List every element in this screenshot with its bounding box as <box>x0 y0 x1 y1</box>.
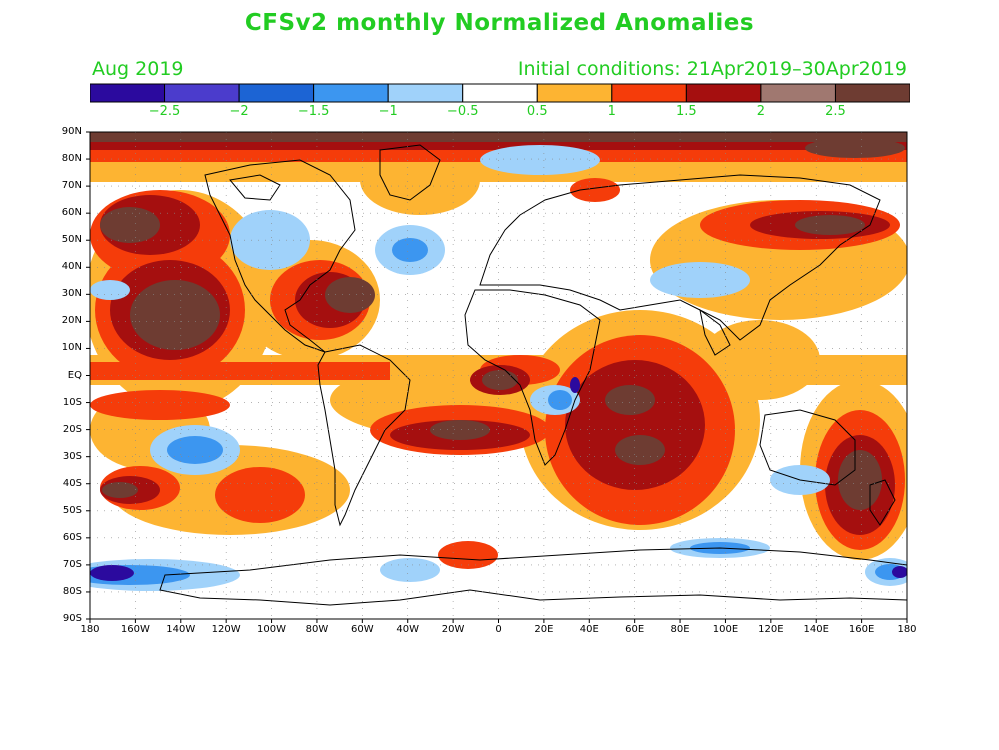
longitude-label: 160W <box>120 624 150 635</box>
latitude-label: 80N <box>61 153 82 165</box>
colorbar-label: −0.5 <box>446 104 479 119</box>
extreme-positive-fields <box>90 132 907 510</box>
latitude-label: 90N <box>61 126 82 137</box>
longitude-label: 180 <box>897 624 917 635</box>
colorbar-label: 2.5 <box>825 104 846 119</box>
longitude-label: 60E <box>625 624 645 635</box>
latitude-label: 60N <box>61 207 82 219</box>
latitude-label: 50N <box>61 234 82 246</box>
latitude-label: 30N <box>61 288 82 300</box>
map-title: CFSv2 monthly Normalized Anomalies <box>244 10 755 36</box>
latitude-label: 80S <box>62 585 82 597</box>
longitude-label: 40E <box>579 624 599 635</box>
longitude-label: 20W <box>441 624 465 635</box>
colorbar-label: −2.5 <box>148 104 181 119</box>
latitude-label: 40N <box>61 261 82 273</box>
latitude-label: 30S <box>62 450 82 462</box>
longitude-label: 180 <box>80 624 100 635</box>
latitude-label: 10N <box>61 342 82 354</box>
latitude-label: 20N <box>61 315 82 327</box>
latitude-label: 70N <box>61 180 82 192</box>
longitude-label: 60W <box>351 624 374 635</box>
longitude-label: 120W <box>211 624 241 635</box>
forecast-month: Aug 2019 <box>92 58 184 80</box>
latitude-label: 70S <box>62 558 82 570</box>
longitude-label: 0 <box>495 624 502 635</box>
longitude-label: 140W <box>166 624 196 635</box>
colorbar-label: −1 <box>378 104 398 119</box>
latitude-label: 50S <box>62 504 82 516</box>
colorbar-label: −2 <box>229 104 249 119</box>
longitude-label: 120E <box>758 624 784 635</box>
longitude-label: 140E <box>803 624 829 635</box>
extreme-negative-fields <box>90 377 907 581</box>
longitude-label: 160E <box>848 624 875 635</box>
latitude-label: 90S <box>62 613 82 624</box>
initial-conditions: Initial conditions: 21Apr2019–30Apr2019 <box>517 58 907 80</box>
longitude-label: 80W <box>305 624 329 635</box>
longitude-label: 100W <box>257 624 287 635</box>
colorbar <box>90 83 910 103</box>
longitude-label: 80E <box>670 624 690 635</box>
longitude-label: 40W <box>396 624 420 635</box>
latitude-label: 40S <box>62 477 82 489</box>
longitude-label: 100E <box>712 624 739 635</box>
latitude-label: 60S <box>62 531 82 543</box>
colorbar-label: 1.5 <box>676 104 697 119</box>
colorbar-label: −1.5 <box>297 104 330 119</box>
longitude-label: 20E <box>534 624 554 635</box>
latitude-label: 10S <box>62 396 82 408</box>
colorbar-label: 2 <box>756 104 766 119</box>
colorbar-label: 0.5 <box>526 104 548 119</box>
coastlines <box>159 144 907 606</box>
colorbar-label: 1 <box>607 104 616 119</box>
latitude-label: 20S <box>62 423 82 435</box>
axis-ticks <box>86 131 908 623</box>
latitude-label: EQ <box>67 369 82 381</box>
